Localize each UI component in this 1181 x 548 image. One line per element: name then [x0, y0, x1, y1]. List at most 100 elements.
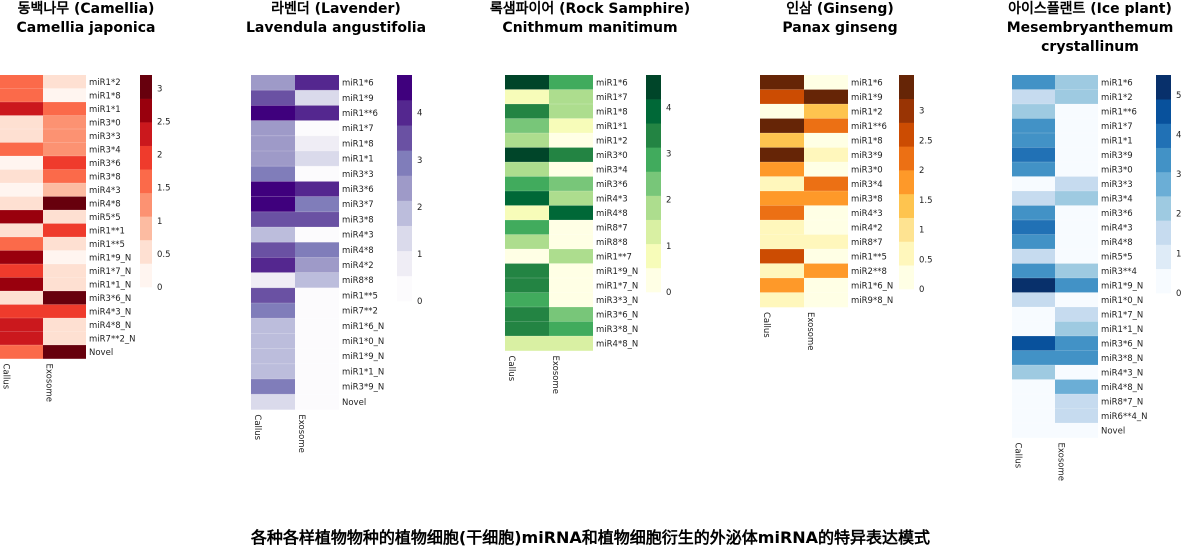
heatmap-cell [0, 277, 43, 292]
row-label: miR1*2 [1101, 93, 1133, 103]
row-label: miR1*7 [342, 124, 374, 134]
heatmap-cell [1012, 350, 1055, 366]
heatmap-cell [549, 263, 593, 279]
row-label: miR1*6_N [342, 322, 384, 332]
colorbar-segment [1156, 75, 1171, 100]
heatmap-cell [804, 104, 848, 119]
heatmap-cell [1055, 263, 1098, 279]
panel-title-camellia: 동백나무 (Camellia) Camellia japonica [0, 0, 172, 38]
heatmap-cell [1012, 104, 1055, 119]
heatmap-cell [804, 292, 848, 308]
heatmap-cell [295, 333, 339, 349]
heatmap-cell [251, 196, 295, 213]
heatmap-cell [43, 277, 86, 292]
heatmap-cell [1055, 408, 1098, 424]
row-label: miR4*8 [596, 209, 628, 219]
colorbar-segment [899, 193, 914, 218]
chart-title: 라벤더 (Lavender) [271, 1, 401, 17]
colorbar-tick-label: 4 [666, 103, 671, 113]
heatmap-cell [1055, 75, 1098, 90]
row-label: miR3*6 [596, 180, 628, 190]
row-label: miR1*7 [596, 93, 628, 103]
row-label: miR4*8 [1101, 238, 1133, 248]
chart-subtitle: crystallinum [1041, 39, 1139, 55]
heatmap-cell [505, 336, 549, 351]
heatmap-cell [1055, 350, 1098, 366]
heatmap-cell [1055, 89, 1098, 105]
heatmap-cell [0, 250, 43, 265]
row-label: miR8*7 [851, 238, 883, 248]
column-label: Callus [252, 414, 262, 440]
heatmap-cell [804, 118, 848, 134]
heatmap-cell [43, 129, 86, 143]
row-label: miR3*4 [1101, 194, 1133, 204]
row-label: miR4*8 [89, 199, 121, 209]
row-label: miR9*8_N [851, 296, 893, 306]
heatmap-cell [549, 205, 593, 221]
heatmap-cell [505, 133, 549, 148]
row-label: miR4*3 [89, 186, 121, 196]
row-label: miR3*3 [342, 170, 374, 180]
heatmap-cell [251, 75, 295, 91]
heatmap-cell [43, 183, 86, 197]
colorbar-segment [1156, 171, 1171, 197]
heatmap-cell [760, 118, 804, 134]
heatmap-panel: miR1*6 miR1*9 miR1*2 miR1**6 miR1*8 miR3*9 miR… [760, 75, 933, 350]
colorbar-tick-label: 4 [1176, 130, 1181, 140]
heatmap-cell [43, 318, 86, 332]
heatmap-cell [505, 176, 549, 192]
heatmap-cell [251, 363, 295, 380]
colorbar-tick-label: 2 [1176, 210, 1181, 220]
colorbar-segment [646, 267, 661, 293]
heatmap-cell [1012, 205, 1055, 221]
heatmap-cell [251, 394, 295, 410]
row-label: miR1*7_N [596, 281, 638, 291]
heatmap-cell [549, 234, 593, 250]
heatmap-cell [1012, 147, 1055, 163]
colorbar-tick-label: 1 [666, 242, 671, 252]
row-label: miR3*8 [851, 194, 883, 204]
heatmap-cell [760, 89, 804, 105]
heatmap-cell [505, 118, 549, 134]
colorbar-segment [899, 241, 914, 266]
heatmap-cell [43, 304, 86, 319]
heatmap-cell [251, 379, 295, 395]
row-label: miR3*9 [851, 151, 883, 161]
row-label: miR3*6 [1101, 209, 1133, 219]
heatmap-cell [804, 220, 848, 235]
heatmap-cell [251, 303, 295, 319]
heatmap-cell [43, 169, 86, 184]
heatmap-cell [0, 169, 43, 184]
colorbar-segment [899, 75, 914, 100]
heatmap-cell [295, 151, 339, 167]
colorbar-segment [646, 219, 661, 245]
colorbar-tick-label: 1 [157, 217, 162, 227]
heatmap-cell [251, 120, 295, 137]
column-label: Callus [506, 356, 516, 382]
row-label: miR1*8 [851, 136, 883, 146]
heatmap-cell [251, 257, 295, 273]
heatmap-cell [251, 181, 295, 197]
heatmap-cell [1055, 278, 1098, 293]
heatmap-cell [1055, 379, 1098, 395]
heatmap-cell [0, 264, 43, 278]
heatmap-cell [1012, 321, 1055, 337]
heatmap-cell [804, 234, 848, 250]
heatmap-cell [1055, 205, 1098, 221]
colorbar-segment [899, 265, 914, 290]
row-label: miR4*3_N [1101, 368, 1143, 378]
heatmap-cell [43, 264, 86, 278]
row-label: miR1*2 [851, 107, 883, 117]
row-label: Novel [1101, 426, 1125, 436]
heatmap-cell [43, 142, 86, 157]
colorbar-tick-label: 0.5 [157, 250, 171, 260]
heatmap-cell [295, 90, 339, 106]
row-label: miR1*1_N [89, 280, 131, 290]
row-label: miR4*3 [1101, 223, 1133, 233]
heatmap-cell [295, 303, 339, 319]
panel-title-ginseng: 인삼 (Ginseng) Panax ginseng [765, 0, 915, 38]
heatmap-cell [804, 191, 848, 206]
heatmap-cell [0, 115, 43, 130]
row-label: miR7**2_N [89, 334, 135, 344]
colorbar-segment [646, 75, 661, 100]
